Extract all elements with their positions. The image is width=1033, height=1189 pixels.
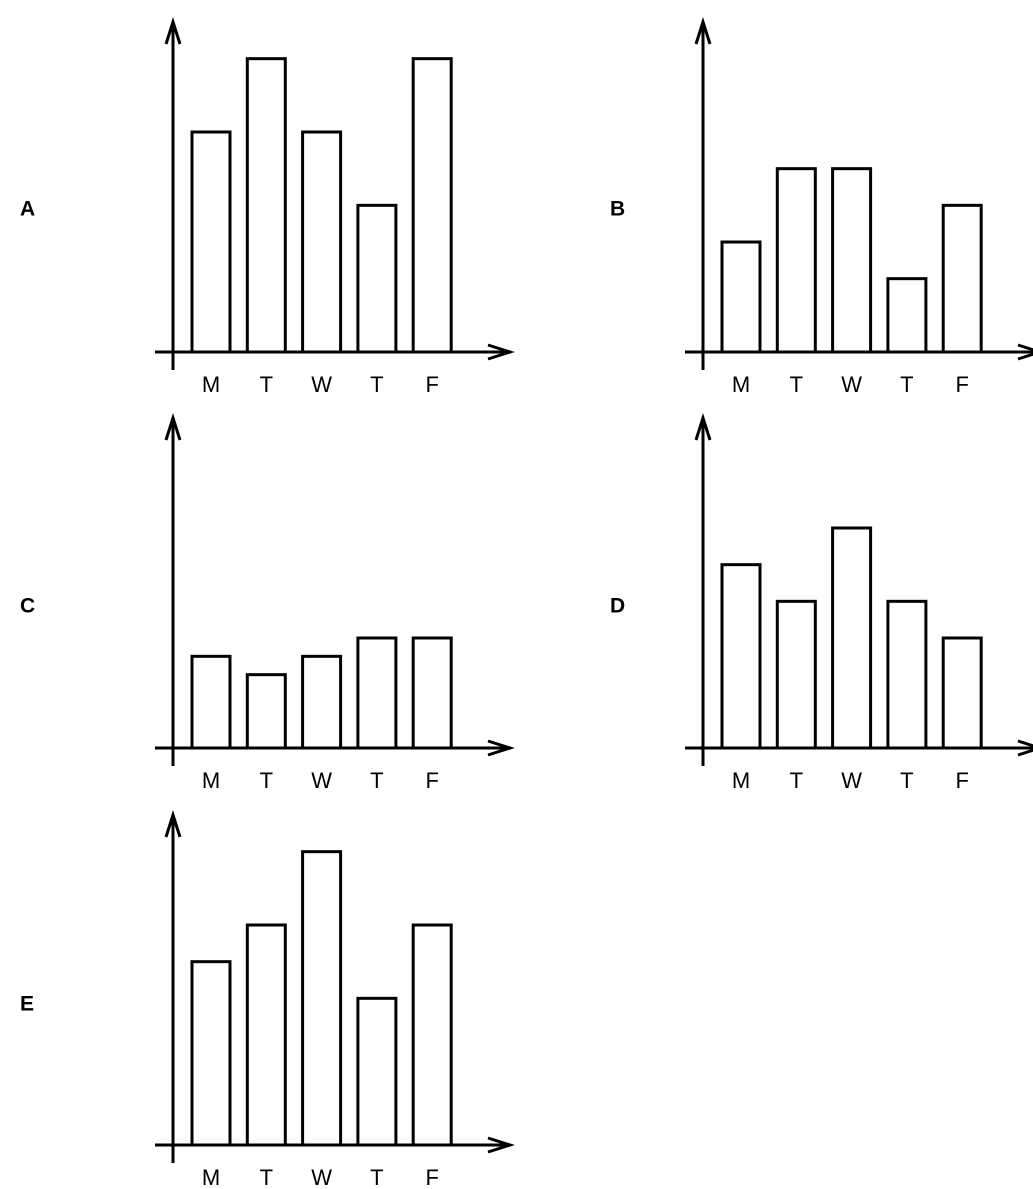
x-tick-label: W	[841, 768, 862, 793]
y-axis-arrow	[694, 17, 712, 45]
y-axis-arrow	[164, 810, 182, 838]
x-tick-label: T	[260, 372, 273, 397]
x-tick-label: T	[790, 768, 803, 793]
x-tick-label: W	[311, 1165, 332, 1189]
x-axis-arrow	[1017, 739, 1033, 757]
bar	[831, 167, 873, 354]
x-tick-label: T	[370, 1165, 383, 1189]
bar	[886, 277, 928, 354]
x-tick-label: M	[732, 372, 750, 397]
option-label: A	[20, 198, 35, 221]
bar	[245, 673, 287, 750]
x-tick-label: M	[202, 768, 220, 793]
bar	[411, 57, 453, 354]
x-tick-label: F	[425, 1165, 438, 1189]
x-tick-label: F	[425, 372, 438, 397]
bar	[356, 636, 398, 750]
x-axis-arrow	[487, 1136, 515, 1154]
x-tick-label: T	[370, 372, 383, 397]
x-tick-label: T	[790, 372, 803, 397]
bar	[301, 654, 343, 750]
bar	[245, 923, 287, 1147]
bar	[245, 57, 287, 354]
bar	[720, 240, 762, 354]
x-tick-label: M	[202, 372, 220, 397]
x-tick-label: T	[370, 768, 383, 793]
x-tick-label: T	[900, 372, 913, 397]
y-axis-arrow	[694, 413, 712, 441]
x-tick-label: M	[202, 1165, 220, 1189]
option-label: C	[20, 595, 35, 618]
x-axis-arrow	[487, 343, 515, 361]
x-tick-label: T	[900, 768, 913, 793]
option-label: B	[610, 198, 625, 221]
x-tick-label: F	[425, 768, 438, 793]
bar	[301, 130, 343, 354]
x-axis-arrow	[487, 739, 515, 757]
x-tick-label: W	[311, 768, 332, 793]
y-axis-arrow	[164, 17, 182, 45]
bar	[356, 996, 398, 1147]
bar	[301, 850, 343, 1147]
x-tick-label: F	[955, 372, 968, 397]
x-tick-label: T	[260, 768, 273, 793]
bar	[941, 636, 983, 750]
y-axis-arrow	[164, 413, 182, 441]
bar	[411, 636, 453, 750]
option-label: D	[610, 595, 625, 618]
bar	[886, 599, 928, 750]
x-tick-label: W	[311, 372, 332, 397]
bar	[775, 167, 817, 354]
x-axis-arrow	[1017, 343, 1033, 361]
option-label: E	[20, 993, 34, 1016]
x-tick-label: W	[841, 372, 862, 397]
bar	[720, 563, 762, 750]
bar	[356, 203, 398, 354]
x-tick-label: M	[732, 768, 750, 793]
x-tick-label: T	[260, 1165, 273, 1189]
bar	[190, 960, 232, 1147]
bar	[941, 203, 983, 354]
bar	[190, 130, 232, 354]
bar	[190, 654, 232, 750]
bar	[831, 526, 873, 750]
bar	[411, 923, 453, 1147]
x-tick-label: F	[955, 768, 968, 793]
bar	[775, 599, 817, 750]
